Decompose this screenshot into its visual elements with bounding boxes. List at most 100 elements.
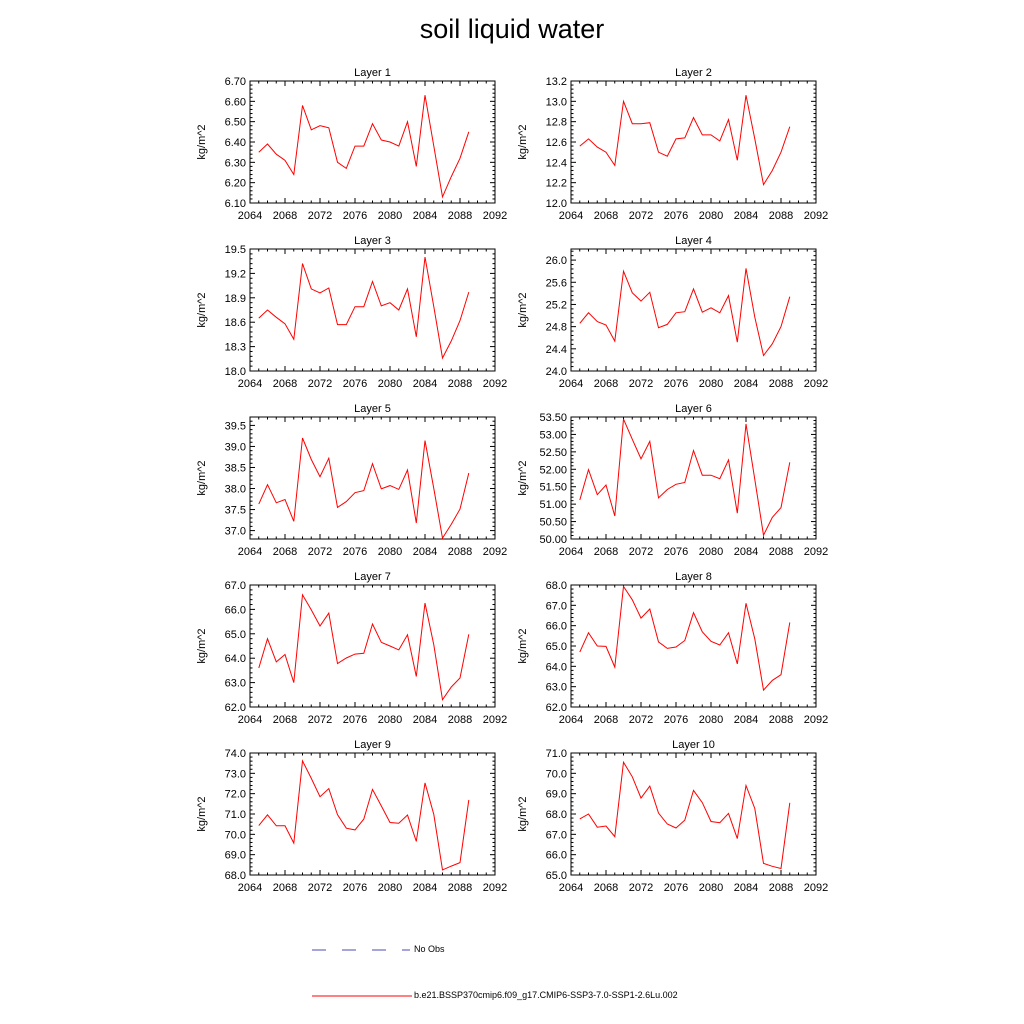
layer-3-series-line: [258, 257, 470, 360]
layer-1-ytick-label: 6.60: [225, 96, 246, 108]
layer-6-xtick-label: 2092: [804, 546, 828, 558]
layer-4-xtick-label: 2072: [629, 378, 653, 390]
legend-label-model: b.e21.BSSP370cmip6.f09_g17.CMIP6-SSP3-7.…: [414, 990, 678, 1000]
layer-10-ytick-label: 65.0: [546, 870, 567, 882]
layer-4-xtick-label: 2064: [559, 378, 583, 390]
layer-10-ytick-label: 69.0: [546, 789, 567, 801]
layer-3-ytick-label: 19.5: [225, 244, 246, 256]
layer-9-xtick-label: 2092: [483, 882, 507, 894]
layer-7-xtick-label: 2072: [308, 714, 332, 726]
layer-10-ytick-label: 70.0: [546, 768, 567, 780]
layer-7-ylabel: kg/m^2: [196, 628, 208, 663]
layer-10-ytick-label: 71.0: [546, 748, 567, 760]
layer-3-xtick-label: 2088: [448, 378, 472, 390]
layer-9-ytick-label: 70.0: [225, 829, 246, 841]
layer-1-title: Layer 1: [354, 67, 391, 79]
layer-8-xtick-label: 2072: [629, 714, 653, 726]
layer-3-xtick-label: 2076: [343, 378, 367, 390]
layer-5-xtick-label: 2076: [343, 546, 367, 558]
layer-8-ylabel: kg/m^2: [517, 628, 529, 663]
layer-7-xtick-label: 2088: [448, 714, 472, 726]
layer-5-xtick-label: 2092: [483, 546, 507, 558]
layer-6-xtick-label: 2068: [594, 546, 618, 558]
layer-1-ylabel: kg/m^2: [196, 124, 208, 159]
layer-7-xtick-label: 2080: [378, 714, 402, 726]
layer-9-ytick-label: 72.0: [225, 789, 246, 801]
layer-1-xtick-label: 2068: [273, 210, 297, 222]
layer-6-xtick-label: 2080: [699, 546, 723, 558]
layer-8-xtick-label: 2064: [559, 714, 583, 726]
layer-5-xtick-label: 2088: [448, 546, 472, 558]
layer-1-xtick-label: 2088: [448, 210, 472, 222]
layer-1-ytick-label: 6.70: [225, 76, 246, 88]
layer-2-xtick-label: 2068: [594, 210, 618, 222]
layer-1-xtick-label: 2064: [238, 210, 262, 222]
layer-4-ytick-label: 24.4: [546, 344, 567, 356]
layer-5-ytick-label: 39.5: [225, 420, 246, 432]
layer-6-ytick-label: 53.00: [539, 429, 567, 441]
layer-8-title: Layer 8: [675, 571, 712, 583]
layer-4-ylabel: kg/m^2: [517, 292, 529, 327]
layer-9-series-line: [258, 759, 470, 871]
layer-1-xtick-label: 2084: [413, 210, 437, 222]
layer-10-series-line: [579, 760, 791, 870]
layer-7-series-line: [258, 593, 470, 702]
layer-2-xtick-label: 2064: [559, 210, 583, 222]
layer-2-series-line: [579, 95, 791, 187]
layer-7-xtick-label: 2064: [238, 714, 262, 726]
layer-8-series-line: [579, 584, 791, 692]
layer-7-title: Layer 7: [354, 571, 391, 583]
layer-1-ytick-label: 6.50: [225, 117, 246, 129]
chart-title: soil liquid water: [419, 14, 605, 44]
layer-7-ytick-label: 62.0: [225, 702, 246, 714]
layer-6-ytick-label: 50.00: [539, 534, 567, 546]
layer-3-ylabel: kg/m^2: [196, 292, 208, 327]
layer-4-ytick-label: 24.0: [546, 366, 567, 378]
layer-3-xtick-label: 2080: [378, 378, 402, 390]
layer-5-xtick-label: 2072: [308, 546, 332, 558]
layer-3-xtick-label: 2084: [413, 378, 437, 390]
layer-2-xtick-label: 2084: [734, 210, 758, 222]
layer-3-ytick-label: 18.6: [225, 317, 246, 329]
layer-3-xtick-label: 2092: [483, 378, 507, 390]
layer-5-xtick-label: 2084: [413, 546, 437, 558]
layer-6-xtick-label: 2076: [664, 546, 688, 558]
layer-6-xtick-label: 2064: [559, 546, 583, 558]
layer-4-xtick-label: 2092: [804, 378, 828, 390]
layer-2-xtick-label: 2076: [664, 210, 688, 222]
layer-6-ytick-label: 52.00: [539, 464, 567, 476]
layer-1-ytick-label: 6.20: [225, 178, 246, 190]
layer-2-ylabel: kg/m^2: [517, 124, 529, 159]
layer-9-xtick-label: 2072: [308, 882, 332, 894]
layer-7-xtick-label: 2076: [343, 714, 367, 726]
layer-3-ytick-label: 18.3: [225, 342, 246, 354]
layer-1-ytick-label: 6.10: [225, 198, 246, 210]
layer-10-xtick-label: 2072: [629, 882, 653, 894]
layer-4-series-line: [579, 268, 791, 357]
layer-5-ytick-label: 38.0: [225, 484, 246, 496]
layer-1-xtick-label: 2092: [483, 210, 507, 222]
layer-9-xtick-label: 2068: [273, 882, 297, 894]
layer-2-ytick-label: 12.6: [546, 137, 567, 149]
layer-9-ytick-label: 73.0: [225, 768, 246, 780]
layer-1-xtick-label: 2072: [308, 210, 332, 222]
layer-5-xtick-label: 2064: [238, 546, 262, 558]
layer-9-xtick-label: 2080: [378, 882, 402, 894]
layer-5-ytick-label: 39.0: [225, 441, 246, 453]
layer-4-ytick-label: 26.0: [546, 255, 567, 267]
layer-7-ytick-label: 65.0: [225, 629, 246, 641]
layer-6-title: Layer 6: [675, 403, 712, 415]
layer-9-ytick-label: 71.0: [225, 809, 246, 821]
layer-3-xtick-label: 2072: [308, 378, 332, 390]
layer-1-ytick-label: 6.40: [225, 137, 246, 149]
layer-2-xtick-label: 2088: [769, 210, 793, 222]
layer-8-xtick-label: 2076: [664, 714, 688, 726]
layer-7-xtick-label: 2068: [273, 714, 297, 726]
layer-3-title: Layer 3: [354, 235, 391, 247]
layer-3-ytick-label: 18.0: [225, 366, 246, 378]
layer-8-ytick-label: 66.0: [546, 621, 567, 633]
layer-9-ytick-label: 69.0: [225, 850, 246, 862]
layer-4-xtick-label: 2068: [594, 378, 618, 390]
layer-6-ytick-label: 51.50: [539, 482, 567, 494]
